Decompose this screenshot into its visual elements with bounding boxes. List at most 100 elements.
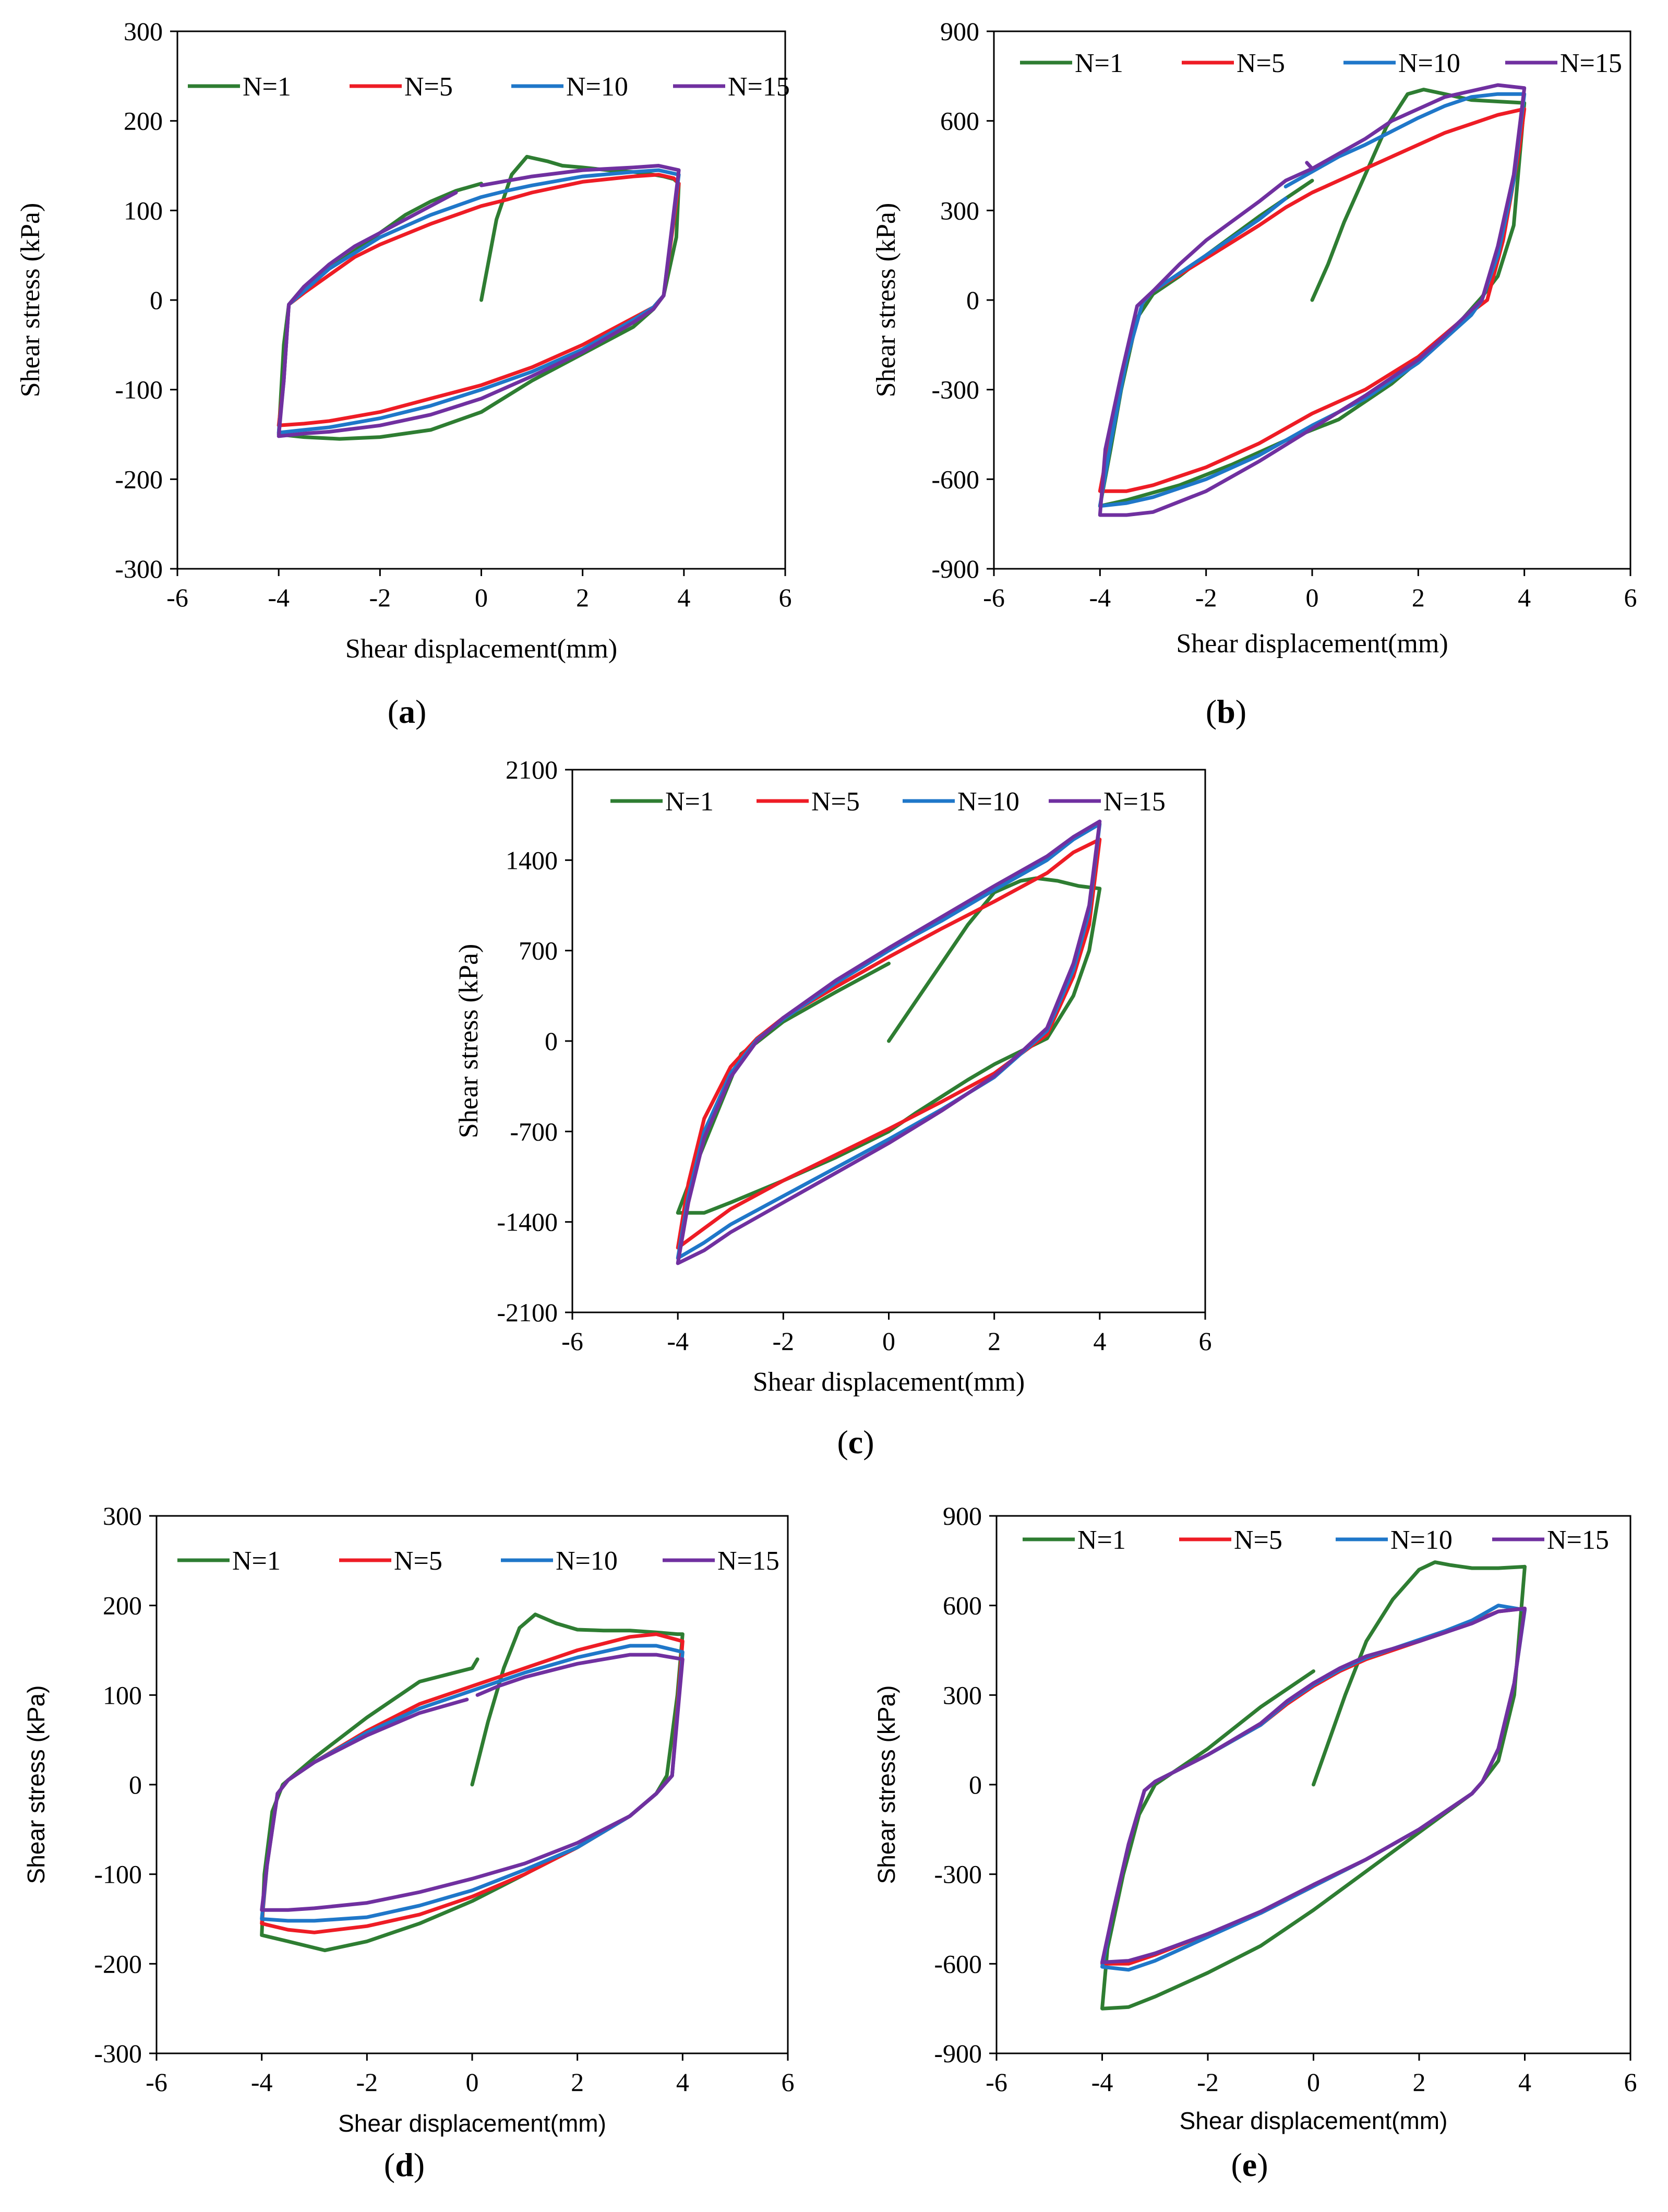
legend-label: N=5 [404,72,453,102]
legend-label: N=10 [1398,49,1460,78]
x-tick-label: 2 [988,1326,1001,1356]
y-tick-label: 700 [519,936,558,965]
y-tick-label: 300 [124,17,163,46]
y-tick-label: -200 [115,464,163,494]
y-tick-label: -300 [934,1860,982,1889]
x-tick-label: -2 [1195,583,1217,612]
y-tick-label: -300 [931,375,979,404]
y-tick-label: 0 [129,1770,142,1799]
legend-label: N=15 [1560,49,1622,78]
legend-label: N=5 [1237,49,1285,78]
legend-label: N=10 [566,72,628,102]
x-tick-label: -4 [667,1326,689,1356]
legend-label: N=15 [717,1546,779,1576]
y-tick-label: 200 [103,1591,142,1620]
x-tick-label: -6 [983,583,1005,612]
y-tick-label: 900 [943,1501,982,1531]
y-tick-label: 100 [103,1680,142,1709]
x-tick-label: -2 [773,1326,795,1356]
panel-caption: (b) [1206,693,1246,730]
y-tick-label: -100 [94,1860,142,1889]
y-tick-label: -600 [931,464,979,494]
x-tick-label: 0 [1307,2067,1320,2097]
y-tick-label: -2100 [497,1298,558,1327]
y-tick-label: 300 [943,1680,982,1709]
x-tick-label: 4 [1518,2067,1531,2097]
series-line-N-15 [1098,83,1527,517]
legend-label: N=15 [728,72,790,102]
series-line-N-10 [1100,1604,1527,1972]
x-tick-label: -6 [166,583,188,612]
x-tick-label: 0 [475,583,488,612]
y-axis-title: Shear stress (kPa) [871,203,901,398]
y-tick-label: 600 [940,106,979,136]
x-tick-label: 0 [466,2067,479,2097]
legend-label: N=1 [243,72,291,102]
y-tick-label: -600 [934,1949,982,1978]
x-tick-label: 4 [677,583,690,612]
x-tick-label: -2 [1197,2067,1219,2097]
x-tick-label: 6 [782,2067,795,2097]
y-tick-label: 100 [124,196,163,225]
x-axis-title: Shear displacement(mm) [753,1367,1025,1397]
x-tick-label: 4 [676,2067,689,2097]
y-tick-label: -300 [94,2039,142,2068]
series-line-N-1 [260,1612,685,1953]
x-tick-label: 2 [1413,2067,1426,2097]
x-tick-label: 4 [1518,583,1531,612]
x-tick-label: -6 [986,2067,1007,2097]
x-tick-label: 6 [1624,583,1637,612]
y-tick-label: -200 [94,1949,142,1978]
chart-panel-b: -6 -4 -2 0 2 4 6 -900 -600 -300 0 300 600 900 Shear di… [871,17,1637,730]
y-tick-label: -1400 [497,1207,558,1237]
y-axis-title: Shear stress (kPa) [16,203,45,398]
legend-label: N=5 [811,787,860,817]
y-tick-label: -700 [510,1117,558,1146]
y-tick-label: 300 [103,1501,142,1531]
y-tick-label: 0 [966,285,979,315]
x-tick-label: -6 [146,2067,167,2097]
y-axis-title: Shear stress (kPa) [873,1685,900,1884]
legend-label: N=1 [1075,49,1123,78]
x-tick-label: -4 [251,2067,273,2097]
y-tick-label: -900 [931,554,979,583]
panel-caption: (a) [388,693,427,730]
panel-caption: (c) [837,1424,874,1461]
x-tick-label: 0 [1306,583,1319,612]
x-tick-label: 2 [1412,583,1425,612]
x-axis-title: Shear displacement(mm) [338,2110,606,2137]
series-line-N-10 [277,168,681,435]
y-tick-label: 1400 [506,845,558,875]
x-tick-label: -4 [1089,583,1111,612]
y-tick-label: 900 [940,17,979,46]
x-axis-title: Shear displacement(mm) [1180,2107,1448,2134]
panel-caption: (e) [1231,2146,1268,2183]
legend-label: N=5 [394,1546,442,1576]
x-axis-title: Shear displacement(mm) [1176,629,1448,659]
legend-label: N=15 [1547,1525,1609,1555]
x-tick-label: 2 [576,583,589,612]
panel-caption: (d) [384,2146,425,2183]
legend-label: N=10 [957,787,1019,817]
x-tick-label: -4 [268,583,290,612]
series-line-N-15 [260,1653,685,1912]
legend-label: N=10 [1390,1525,1453,1555]
y-tick-label: -900 [934,2039,982,2068]
legend-label: N=1 [232,1546,281,1576]
series-line-N-1 [1100,1560,1527,2011]
y-tick-label: 200 [124,106,163,136]
legend-label: N=10 [556,1546,618,1576]
y-tick-label: -100 [115,375,163,404]
chart-panel-e: -6 -4 -2 0 2 4 6 -900 -600 -300 0 300 600 900 Shear di… [873,1501,1637,2183]
series-line-N-1 [1098,88,1527,508]
y-axis-title: Shear stress (kPa) [454,944,484,1139]
series-line-N-5 [676,838,1102,1250]
x-tick-label: 6 [1199,1326,1212,1356]
legend-label: N=1 [665,787,714,817]
y-axis-title: Shear stress (kPa) [22,1685,50,1884]
legend-label: N=15 [1103,787,1166,817]
series-line-N-15 [277,164,681,438]
x-tick-label: 6 [1624,2067,1637,2097]
x-tick-label: 2 [571,2067,584,2097]
